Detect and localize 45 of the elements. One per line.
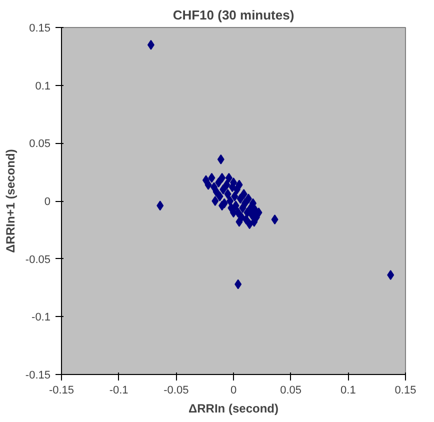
point xyxy=(212,186,220,197)
point xyxy=(215,177,222,188)
y-tick-label: -0.15 xyxy=(25,370,51,382)
point xyxy=(236,216,243,227)
point xyxy=(208,172,216,183)
point xyxy=(225,172,232,183)
point xyxy=(244,194,252,204)
x-tick-label: -0.15 xyxy=(48,384,74,396)
point xyxy=(223,180,230,190)
point xyxy=(220,184,227,194)
point xyxy=(217,154,224,164)
point xyxy=(216,191,224,202)
point xyxy=(241,198,248,208)
point xyxy=(231,191,238,202)
point xyxy=(240,189,248,200)
y-tick-label: 0.1 xyxy=(35,80,51,92)
y-tick-label: -0.1 xyxy=(32,312,51,324)
y-tick-label: 0.15 xyxy=(29,22,51,34)
point xyxy=(271,214,278,225)
x-tick-label: 0 xyxy=(230,384,237,396)
point xyxy=(218,172,226,183)
point xyxy=(212,196,219,206)
point xyxy=(246,219,254,230)
point xyxy=(156,200,164,211)
x-axis-title: ΔRRIn (second) xyxy=(188,402,278,416)
chart-title: CHF10 (30 minutes) xyxy=(172,8,294,22)
point xyxy=(236,180,243,190)
y-tick-label: -0.05 xyxy=(25,254,51,266)
y-tick-label: 0 xyxy=(44,196,51,208)
x-tick-label: 0.1 xyxy=(340,384,356,396)
point xyxy=(387,270,394,280)
point xyxy=(224,189,232,200)
point xyxy=(232,200,240,211)
point xyxy=(147,40,154,50)
x-tick-label: -0.1 xyxy=(109,384,128,396)
x-tick-label: -0.05 xyxy=(164,384,189,396)
y-tick-label: 0.05 xyxy=(29,138,51,150)
point xyxy=(204,180,212,190)
x-tick-label: 0.15 xyxy=(394,384,416,396)
point xyxy=(226,196,234,206)
point xyxy=(236,194,244,204)
point xyxy=(249,198,256,208)
y-axis-title: ΔRRIn+1 (second) xyxy=(3,149,18,253)
x-tick-label: 0.05 xyxy=(280,384,302,396)
point xyxy=(234,279,242,290)
